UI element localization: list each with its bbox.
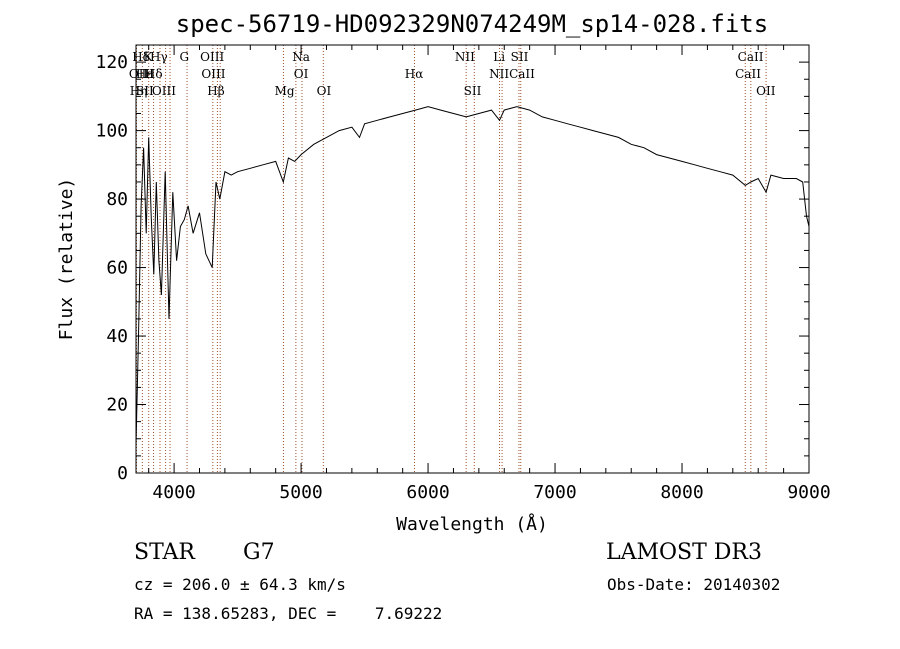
line-label: OII	[756, 84, 776, 98]
line-label: Hδ	[145, 67, 163, 81]
plot-frame	[135, 44, 810, 474]
spectrum-line	[135, 106, 810, 446]
line-label: OIII	[152, 84, 176, 98]
x-tick-label: 6000	[406, 482, 449, 503]
ra-dec: RA = 138.65283, DEC = 7.69222	[134, 604, 443, 623]
object-class: STAR	[134, 540, 195, 565]
line-label: K	[144, 50, 154, 64]
line-label: Mg	[275, 84, 295, 98]
survey-name: LAMOST DR3	[606, 540, 762, 565]
line-label: OIII	[201, 67, 225, 81]
line-label: H	[143, 67, 153, 81]
line-label: CaII	[509, 67, 535, 81]
object-subclass: G7	[243, 540, 275, 565]
line-label: Li	[493, 50, 505, 64]
x-tick-label: 4000	[152, 482, 195, 503]
line-marker-layer	[136, 45, 767, 473]
line-label: SII	[511, 50, 529, 64]
y-tick-label: 80	[106, 189, 128, 210]
line-label: SII	[464, 84, 482, 98]
x-axis-label: Wavelength (Å)	[396, 513, 548, 535]
line-label: NII	[489, 67, 509, 81]
line-label: OII	[129, 67, 149, 81]
x-tick-label: 7000	[533, 482, 576, 503]
y-tick-label: 60	[106, 258, 128, 279]
x-tick-label: 5000	[279, 482, 322, 503]
line-label: Hε	[136, 67, 153, 81]
redshift-cz: cz = 206.0 ± 64.3 km/s	[134, 575, 346, 594]
y-axis-label: Flux (relative)	[56, 178, 77, 341]
x-tick-label: 9000	[787, 482, 830, 503]
observation-date: Obs-Date: 20140302	[607, 575, 781, 594]
line-label: OIII	[200, 50, 224, 64]
y-tick-label: 0	[117, 463, 128, 484]
y-tick-label: 120	[95, 52, 128, 73]
line-label: Na	[292, 50, 310, 64]
chart-title: spec-56719-HD092329N074249M_sp14-028.fit…	[176, 10, 768, 38]
line-label: OI	[294, 67, 309, 81]
line-label: Hα	[405, 67, 424, 81]
x-tick-label: 8000	[660, 482, 703, 503]
y-tick-label: 40	[106, 326, 128, 347]
y-tick-label: 20	[106, 395, 128, 416]
line-label: Hδ	[132, 50, 150, 64]
line-label: NII	[455, 50, 475, 64]
line-label: Hβ	[207, 84, 224, 98]
line-label: SII	[136, 84, 154, 98]
line-label: Hγ	[150, 50, 168, 64]
line-label: Hη	[130, 84, 148, 98]
axis-ticks: 4000 5000 6000 7000 8000 9000 0 20 40 60 80 100 120	[95, 45, 831, 503]
line-label: OI	[317, 84, 332, 98]
line-label: CaII	[738, 50, 764, 64]
y-tick-label: 100	[95, 121, 128, 142]
line-label: G	[179, 50, 189, 64]
line-label: CaII	[735, 67, 761, 81]
